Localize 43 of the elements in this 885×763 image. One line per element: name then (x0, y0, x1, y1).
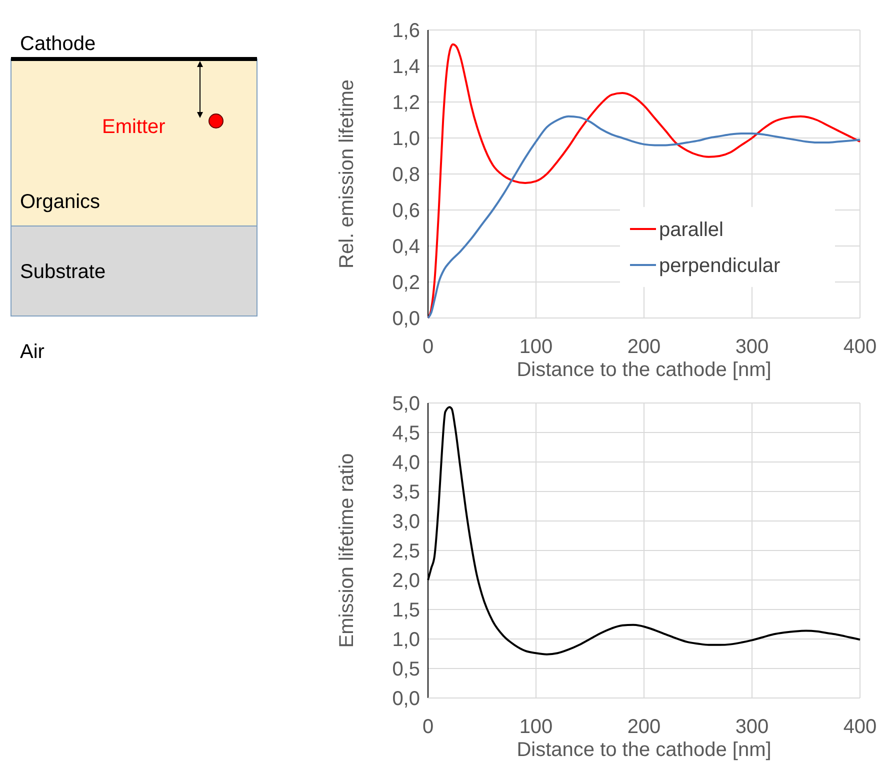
y-tick-label: 0,2 (392, 272, 420, 294)
y-tick-label: 4,5 (392, 422, 420, 444)
x-tick-label: 300 (735, 336, 769, 358)
y-tick-label: 3,0 (392, 511, 420, 533)
x-tick-label: 400 (843, 336, 877, 358)
y-tick-label: 0,0 (392, 688, 420, 710)
x-axis-title: Distance to the cathode [nm] (516, 359, 772, 381)
y-tick-label: 0,4 (392, 236, 420, 258)
y-tick-label: 1,0 (392, 128, 420, 150)
line-series (427, 43, 861, 319)
x-tick-label: 200 (627, 336, 661, 358)
y-tick-label: 0,5 (392, 658, 420, 680)
text: Air (20, 341, 45, 363)
y-tick-label: 0,8 (392, 164, 420, 186)
x-tick-label: 200 (627, 716, 661, 738)
text: Substrate (20, 261, 106, 283)
y-axis-title: Emission lifetime ratio (336, 453, 358, 648)
legend-label: parallel (659, 219, 724, 241)
x-tick-label: 100 (519, 336, 553, 358)
text: Emitter (102, 116, 166, 138)
y-tick-label: 5,0 (392, 393, 420, 415)
line-series (427, 115, 861, 319)
text: Cathode (20, 33, 96, 55)
y-tick-label: 2,5 (392, 540, 420, 562)
y-axis-title: Rel. emission lifetime (336, 80, 358, 268)
y-tick-label: 0,0 (392, 308, 420, 330)
y-tick-label: 1,2 (392, 92, 420, 114)
y-tick-label: 2,0 (392, 570, 420, 592)
y-tick-label: 1,0 (392, 629, 420, 651)
y-tick-label: 4,0 (392, 452, 420, 474)
x-tick-label: 0 (422, 336, 434, 358)
y-tick-label: 0,6 (392, 200, 420, 222)
y-tick-label: 1,4 (392, 56, 420, 78)
x-tick-label: 400 (843, 716, 877, 738)
y-tick-label: 1,6 (392, 20, 420, 42)
y-tick-label: 1,5 (392, 600, 420, 622)
x-tick-label: 100 (519, 716, 553, 738)
x-tick-label: 0 (422, 716, 434, 738)
x-axis-title: Distance to the cathode [nm] (516, 739, 772, 761)
legend-label: perpendicular (659, 255, 781, 277)
text: Organics (20, 191, 100, 213)
x-tick-label: 300 (735, 716, 769, 738)
y-tick-label: 3,5 (392, 482, 420, 504)
